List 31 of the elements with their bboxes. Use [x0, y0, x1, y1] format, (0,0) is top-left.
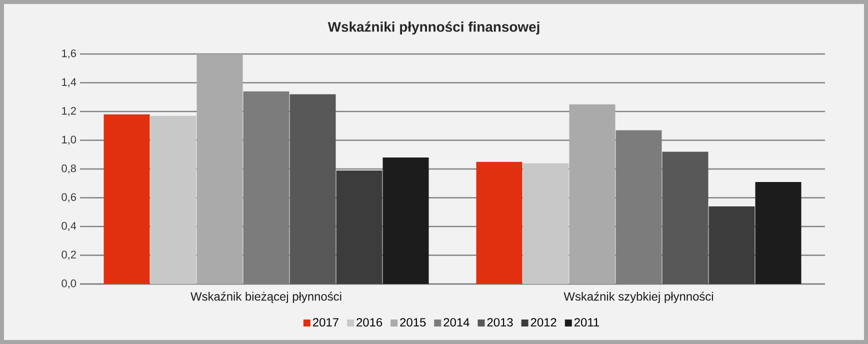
legend-label: 2014 [444, 318, 470, 327]
chart-title: Wskaźniki płynności finansowej [328, 21, 540, 35]
bar [522, 163, 569, 284]
y-tick-label: 1,2 [62, 106, 76, 116]
bar [476, 162, 522, 284]
y-tick-label: 0,4 [62, 222, 76, 232]
y-tick-label: 1,4 [62, 78, 76, 88]
bar [755, 182, 802, 284]
y-tick-label: 0,8 [62, 164, 76, 174]
y-tick-label: 1,0 [62, 136, 76, 145]
bar [336, 170, 382, 284]
y-tick-label: 0,2 [62, 250, 76, 260]
y-tick-label: 0,6 [62, 193, 76, 202]
bar [150, 116, 196, 284]
bar [662, 152, 708, 284]
bar [708, 206, 755, 284]
bar [104, 114, 150, 284]
legend-label: 2016 [356, 318, 382, 327]
legend-label: 2011 [574, 318, 600, 327]
x-tick-label: Wskaźnik bieżącej płynności [190, 292, 342, 304]
x-tick-label: Wskaźnik szybkiej płynności [564, 292, 713, 304]
legend-label: 2015 [400, 318, 426, 327]
y-tick-label: 0,0 [62, 279, 76, 289]
bar [290, 94, 336, 284]
legend-label: 2012 [530, 318, 556, 327]
bar [382, 158, 429, 284]
bar [196, 54, 243, 284]
legend-label: 2013 [487, 318, 513, 327]
y-tick-label: 1,6 [62, 49, 76, 59]
legend-label: 2017 [313, 318, 338, 327]
bar [569, 104, 616, 284]
